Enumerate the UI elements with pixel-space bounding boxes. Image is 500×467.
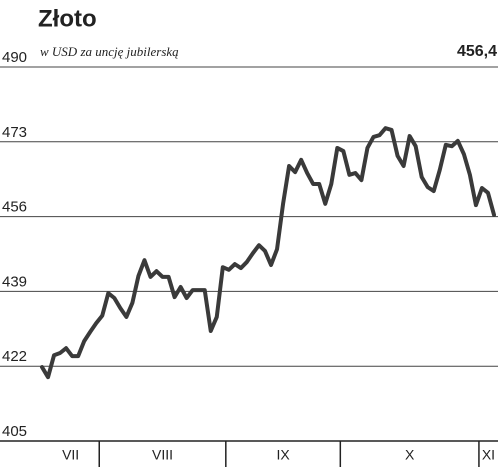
x-tick-label: IX [276, 447, 290, 463]
data-line [40, 126, 496, 380]
y-tick-label: 439 [2, 273, 27, 290]
chart-subtitle: w USD za uncję jubilerską [40, 44, 179, 59]
chart-title: Złoto [38, 5, 97, 32]
x-tick-label: XI [482, 447, 495, 463]
y-tick-label: 490 [2, 49, 27, 66]
value-label: 456,4 [457, 43, 497, 60]
y-tick-label: 405 [2, 423, 27, 440]
y-tick-label: 456 [2, 199, 27, 216]
y-tick-label: 422 [2, 348, 27, 365]
x-tick-label: VIII [152, 447, 173, 463]
y-tick-label: 473 [2, 124, 27, 141]
x-tick-label: VII [62, 447, 79, 463]
x-tick-label: X [405, 447, 415, 463]
